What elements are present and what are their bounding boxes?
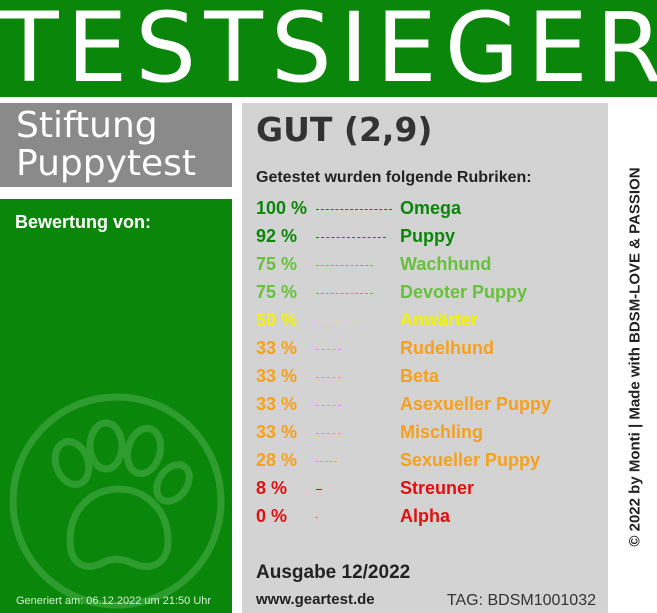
rubrik-bar — [316, 377, 341, 378]
brand-line-2: Puppytest — [16, 143, 197, 184]
rubrik-name: Streuner — [400, 478, 475, 498]
rubrik-name: Alpha — [400, 506, 451, 526]
rubrik-percent: 33 % — [256, 394, 298, 414]
brand-line-1: Stiftung — [16, 105, 158, 146]
grade-value: GUT (2,9) — [256, 110, 433, 149]
header-banner: TESTSIEGER — [0, 0, 657, 104]
tag-label: TAG: BDSM1001032 — [446, 592, 596, 609]
rubrik-row: 33 % Beta — [256, 366, 606, 394]
page-title: TESTSIEGER — [0, 0, 657, 104]
rubrik-bar — [316, 209, 392, 210]
rubrik-row: 33 % Mischling — [256, 422, 606, 450]
rubrik-bar — [316, 433, 341, 434]
rubrik-name: Beta — [400, 366, 440, 386]
rubrik-bar — [316, 237, 386, 238]
rubrik-name: Wachhund — [400, 254, 492, 274]
rubrik-bar — [316, 461, 337, 462]
rubrik-percent: 33 % — [256, 422, 298, 442]
rubrik-name: Sexueller Puppy — [400, 450, 541, 470]
rubrik-bar — [316, 405, 341, 406]
rubrik-row: 8 % Streuner — [256, 478, 606, 506]
rubrik-percent: 28 % — [256, 450, 298, 470]
rubrik-name: Anwärter — [400, 310, 479, 330]
rubrik-row: 75 % Devoter Puppy — [256, 282, 606, 310]
rubrik-percent: 75 % — [256, 282, 298, 302]
rubrik-bar — [316, 321, 354, 322]
rubrik-percent: 100 % — [256, 198, 308, 218]
rubrik-percent: 92 % — [256, 226, 298, 246]
side-credit-text: © 2022 by Monti | Made with BDSM-LOVE & … — [626, 167, 644, 547]
rubrik-name: Devoter Puppy — [400, 282, 528, 302]
rubrik-percent: 33 % — [256, 366, 298, 386]
website-link[interactable]: www.geartest.de — [256, 591, 375, 608]
bewertung-label: Bewertung von: — [15, 212, 152, 232]
rubrik-name: Puppy — [400, 226, 456, 246]
rubrik-row: 33 % Asexueller Puppy — [256, 394, 606, 422]
rubrik-name: Omega — [400, 198, 462, 218]
rubrik-row: 28 % Sexueller Puppy — [256, 450, 606, 478]
result-panel: GUT (2,9) Getestet wurden folgende Rubri… — [242, 103, 608, 613]
rubrik-bar — [316, 349, 341, 350]
rubrik-row: 75 % Wachhund — [256, 254, 606, 282]
rubrik-row: 50 % Anwärter — [256, 310, 606, 338]
rubrik-bar — [316, 489, 322, 490]
rubrik-row: 0 % Alpha — [256, 506, 606, 534]
rubrik-bar — [316, 517, 317, 518]
rubrik-row: 100 % Omega — [256, 198, 606, 226]
generated-timestamp: Generiert am: 06.12.2022 um 21:50 Uhr — [16, 595, 212, 607]
rubrik-percent: 33 % — [256, 338, 298, 358]
rubrik-percent: 50 % — [256, 310, 298, 330]
rubrik-percent: 8 % — [256, 478, 288, 498]
rubrik-name: Asexueller Puppy — [400, 394, 552, 414]
rubriken-heading: Getestet wurden folgende Rubriken: — [256, 169, 532, 186]
brand-box: Stiftung Puppytest — [0, 103, 232, 187]
rubrik-percent: 75 % — [256, 254, 298, 274]
paw-icon — [10, 393, 225, 609]
rubrik-row: 33 % Rudelhund — [256, 338, 606, 366]
rubrik-bar — [316, 293, 373, 294]
left-panel: Bewertung von: Generiert am: 06.12.2022 … — [0, 199, 232, 613]
rubrik-name: Rudelhund — [400, 338, 494, 358]
rubrik-name: Mischling — [400, 422, 484, 442]
rubrik-bar — [316, 265, 373, 266]
rubrik-row: 92 % Puppy — [256, 226, 606, 254]
ausgabe-label: Ausgabe 12/2022 — [256, 562, 411, 583]
rubrik-percent: 0 % — [256, 506, 288, 526]
